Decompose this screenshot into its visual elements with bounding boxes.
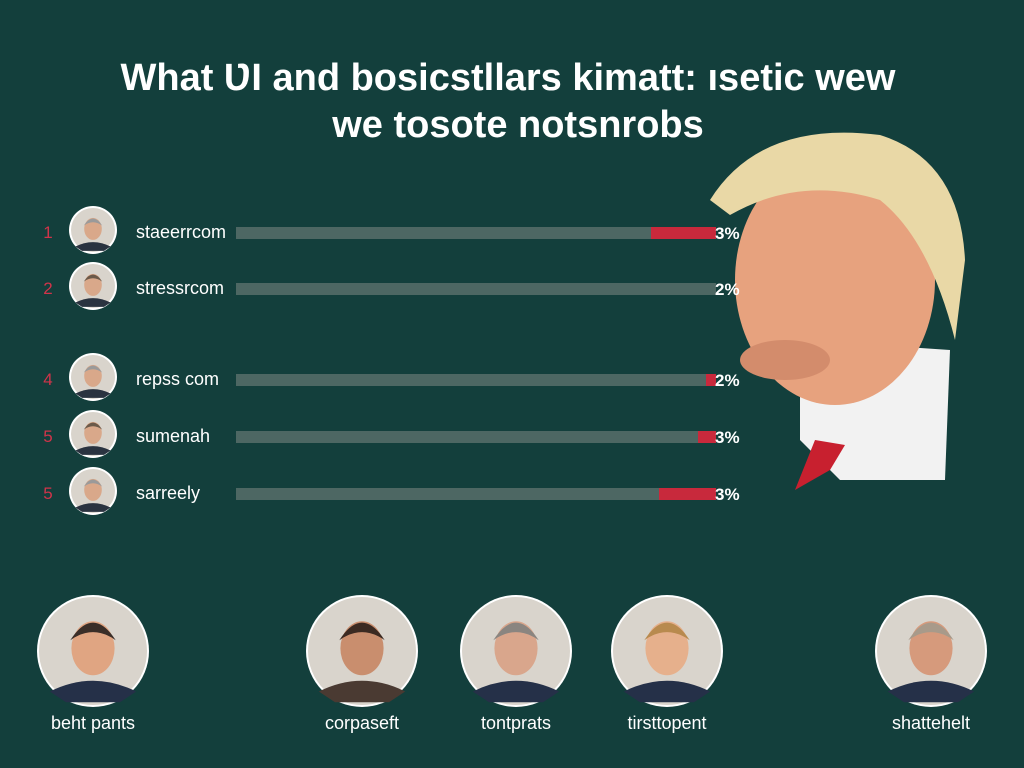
avatar bbox=[69, 467, 117, 515]
avatar-face bbox=[84, 217, 102, 240]
avatar-body bbox=[49, 680, 137, 703]
avatar-hair bbox=[83, 479, 103, 487]
bar-highlight bbox=[706, 374, 716, 386]
avatar-body bbox=[75, 298, 111, 307]
avatar bbox=[460, 595, 572, 707]
avatar-hair bbox=[83, 422, 103, 430]
row-value: 3% bbox=[715, 428, 740, 447]
row-name: staeerrcom bbox=[136, 222, 226, 242]
avatar-face bbox=[340, 621, 384, 676]
avatar-body bbox=[318, 680, 406, 703]
rank: 5 bbox=[43, 484, 52, 503]
avatar-body bbox=[623, 680, 711, 703]
person-name: tontprats bbox=[481, 713, 551, 733]
person-name: corpaseft bbox=[325, 713, 399, 733]
rank: 2 bbox=[43, 279, 52, 298]
avatar-body bbox=[75, 242, 111, 251]
avatar bbox=[69, 410, 117, 458]
avatar-body bbox=[472, 680, 560, 703]
bar-track bbox=[236, 431, 716, 443]
avatar-face bbox=[645, 621, 689, 676]
row-value: 3% bbox=[715, 224, 740, 243]
row-value: 3% bbox=[715, 485, 740, 504]
row-name: stressrcom bbox=[136, 278, 224, 298]
rank: 4 bbox=[43, 370, 52, 389]
avatar-hair bbox=[493, 622, 539, 641]
person-name: tirsttopent bbox=[627, 713, 706, 733]
avatar-body bbox=[75, 446, 111, 455]
avatar-face bbox=[909, 621, 953, 676]
avatar bbox=[69, 262, 117, 310]
bar-track bbox=[236, 227, 716, 239]
large-portrait bbox=[710, 132, 965, 490]
person-name: shattehelt bbox=[892, 713, 970, 733]
person-name: beht pants bbox=[51, 713, 135, 733]
avatar-face bbox=[84, 421, 102, 444]
avatar-body bbox=[887, 680, 975, 703]
title-line: we tosote notsnrobs bbox=[331, 104, 704, 146]
avatar-face bbox=[71, 621, 115, 676]
avatar bbox=[37, 595, 149, 707]
avatar-body bbox=[75, 389, 111, 398]
avatar-hair bbox=[644, 622, 690, 641]
avatar-face bbox=[84, 273, 102, 296]
avatar-hair bbox=[70, 622, 116, 641]
title-line: What ƲI and bosicstllars kimatt: ısetic … bbox=[121, 57, 896, 99]
avatar-hair bbox=[83, 365, 103, 373]
avatar-face bbox=[84, 364, 102, 387]
avatar bbox=[69, 206, 117, 254]
avatar-hair bbox=[83, 274, 103, 282]
bar-track bbox=[236, 283, 716, 295]
avatar-face bbox=[494, 621, 538, 676]
rank: 5 bbox=[43, 427, 52, 446]
row-value: 2% bbox=[715, 371, 740, 390]
avatar bbox=[69, 353, 117, 401]
row-name: sumenah bbox=[136, 426, 210, 446]
avatar-body bbox=[75, 503, 111, 512]
bar-track bbox=[236, 374, 716, 386]
avatar-hair bbox=[908, 622, 954, 641]
bar-highlight bbox=[651, 227, 716, 239]
avatar bbox=[611, 595, 723, 707]
row-name: sarreely bbox=[136, 483, 200, 503]
bar-track bbox=[236, 488, 716, 500]
row-value: 2% bbox=[715, 280, 740, 299]
avatar-hair bbox=[339, 622, 385, 641]
rank: 1 bbox=[43, 223, 52, 242]
bar-highlight bbox=[659, 488, 716, 500]
avatar-face bbox=[84, 478, 102, 501]
row-name: repss com bbox=[136, 369, 219, 389]
avatar bbox=[875, 595, 987, 707]
avatar-hair bbox=[83, 218, 103, 226]
bar-highlight bbox=[698, 431, 716, 443]
avatar bbox=[306, 595, 418, 707]
